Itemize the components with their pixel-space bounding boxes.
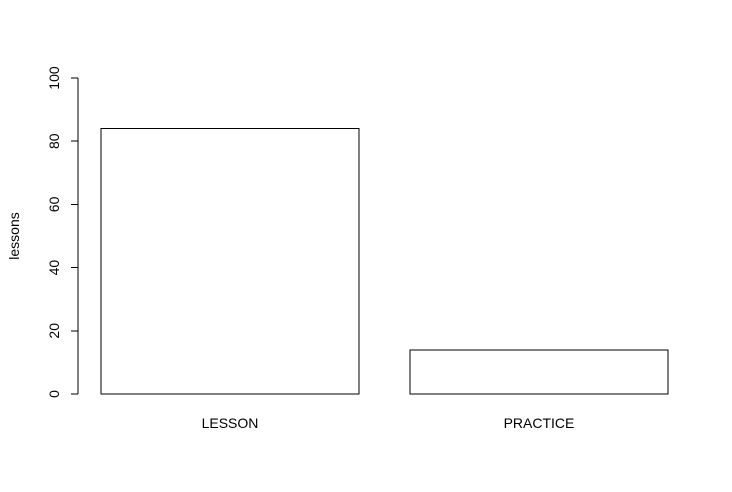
category-labels: LESSON PRACTICE [202,415,575,431]
bars [100,128,669,395]
y-tick-label: 20 [46,323,62,339]
bar-lesson [100,128,360,395]
y-tick-label: 100 [46,66,62,90]
y-axis: 0 20 40 60 80 100 [46,66,79,398]
y-tick-label: 0 [46,390,62,398]
y-axis-title: lessons [6,212,22,259]
y-tick-label: 60 [46,196,62,212]
y-tick-label: 40 [46,260,62,276]
y-tick-label: 80 [46,133,62,149]
category-label: PRACTICE [504,415,575,431]
y-ticks: 0 20 40 60 80 100 [46,66,78,398]
bar-practice [409,349,669,395]
category-label: LESSON [202,415,259,431]
